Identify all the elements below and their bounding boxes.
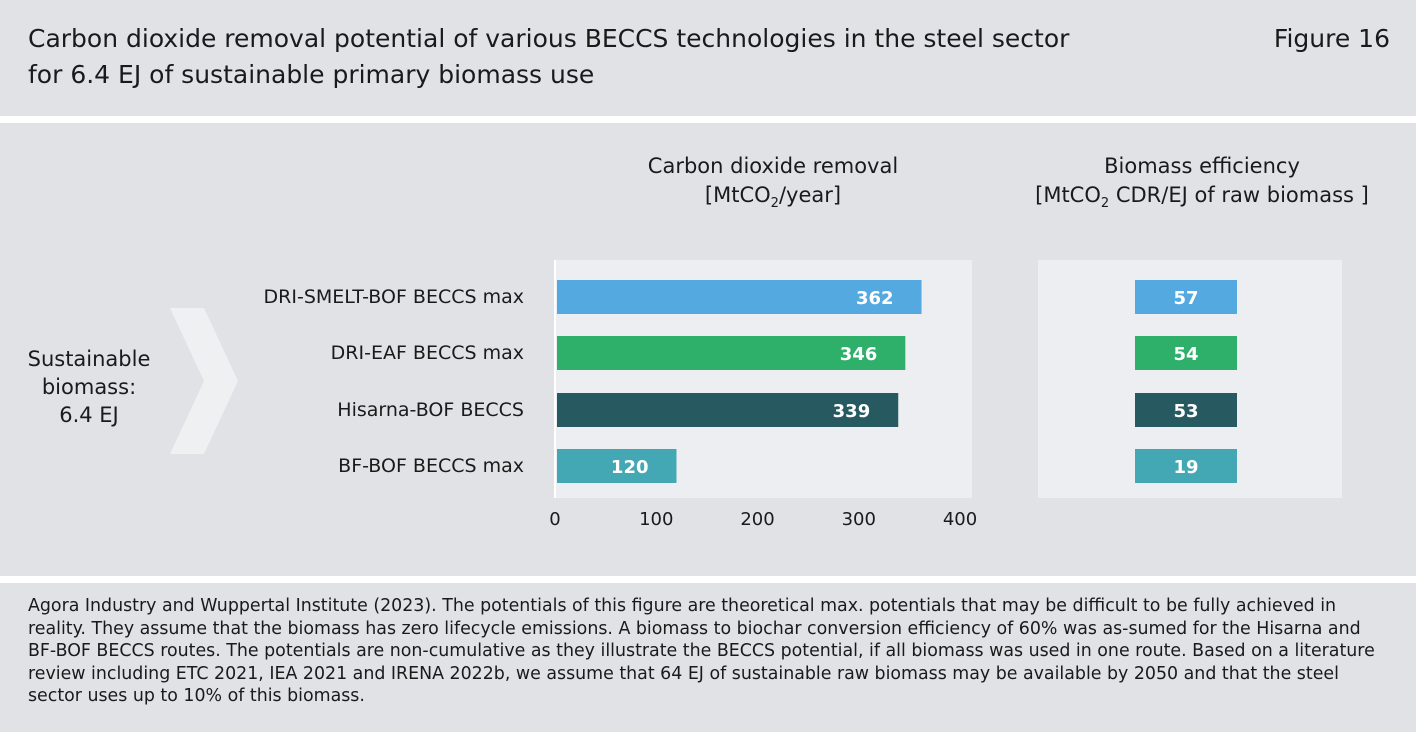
bar-value-label: 346 — [840, 344, 878, 365]
x-tick-label: 400 — [943, 509, 977, 530]
efficiency-bar — [1135, 336, 1237, 370]
header-panel: Carbon dioxide removal potential of vari… — [0, 0, 1416, 116]
category-label: BF-BOF BECCS max — [338, 455, 524, 477]
efficiency-value-label: 57 — [1173, 288, 1198, 309]
cdr-column-title: Carbon dioxide removal — [647, 154, 899, 178]
efficiency-column-unit: [MtCO2 CDR/EJ of raw biomass ] — [1035, 183, 1369, 212]
efficiency-column-title: Biomass efficiency — [1104, 154, 1300, 178]
x-tick-label: 200 — [740, 509, 774, 530]
category-label: DRI-EAF BECCS max — [330, 342, 524, 364]
x-tick-label: 0 — [549, 509, 560, 530]
efficiency-bar — [1135, 280, 1237, 314]
efficiency-bar — [1135, 393, 1237, 427]
bar-value-label: 339 — [833, 401, 871, 422]
bar — [557, 393, 899, 427]
cdr-column-header: Carbon dioxide removal [MtCO2/year] — [553, 152, 993, 210]
bar — [557, 280, 922, 314]
efficiency-column-header: Biomass efficiency [MtCO2 CDR/EJ of raw … — [1002, 152, 1402, 210]
chevron-arrow-icon — [170, 308, 238, 454]
footer-panel: Agora Industry and Wuppertal Institute (… — [0, 583, 1416, 732]
efficiency-bar — [1135, 449, 1237, 483]
bar-value-label: 120 — [611, 457, 649, 478]
input-biomass-label: Sustainable biomass: 6.4 EJ — [27, 347, 151, 427]
figure-number: Figure 16 — [1273, 24, 1390, 53]
cdr-column-unit: [MtCO2/year] — [704, 183, 842, 212]
x-tick-label: 100 — [639, 509, 673, 530]
category-label: Hisarna-BOF BECCS — [337, 399, 524, 421]
efficiency-value-label: 19 — [1173, 457, 1198, 478]
bar — [557, 449, 677, 483]
efficiency-bar-chart: 57 54 53 19 — [1038, 260, 1342, 498]
bar — [557, 336, 906, 370]
efficiency-value-label: 54 — [1173, 344, 1198, 365]
bar-value-label: 362 — [856, 288, 894, 309]
efficiency-value-label: 53 — [1173, 401, 1198, 422]
category-label: DRI-SMELT-BOF BECCS max — [263, 286, 524, 308]
source-note: Agora Industry and Wuppertal Institute (… — [28, 596, 1375, 706]
cdr-bar-chart: 362 346 339 120 0 100 200 300 400 — [549, 260, 977, 530]
chart-title-line-2: for 6.4 EJ of sustainable primary biomas… — [28, 60, 595, 89]
chart-title-line-1: Carbon dioxide removal potential of vari… — [28, 24, 1070, 53]
x-tick-label: 300 — [842, 509, 876, 530]
chart-panel: Carbon dioxide removal [MtCO2/year] Biom… — [0, 123, 1416, 576]
